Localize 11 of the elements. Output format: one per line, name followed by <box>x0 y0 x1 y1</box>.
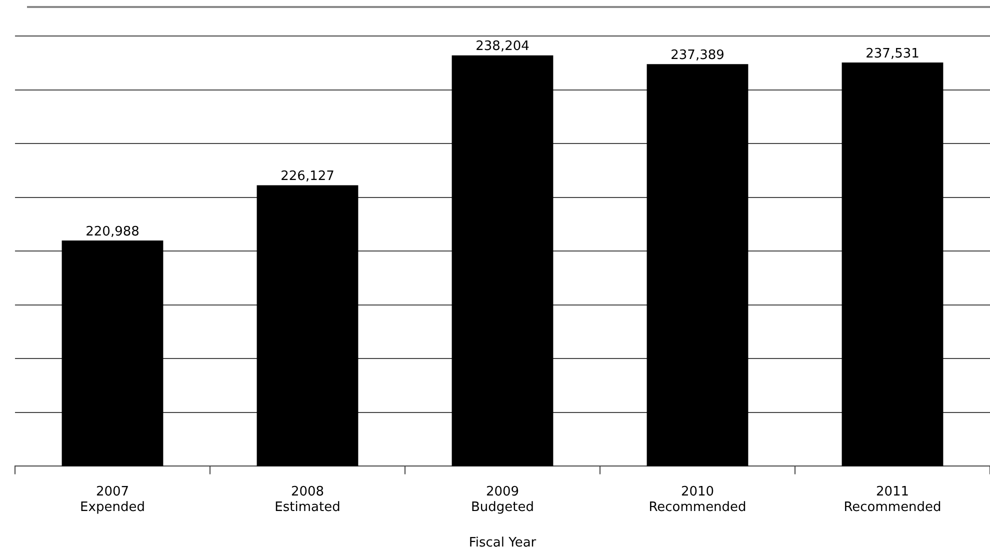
x-tick-label: 2009 Budgeted <box>470 484 534 515</box>
x-tick-label: 2011 Recommended <box>844 484 942 515</box>
data-label: 237,389 <box>670 48 724 63</box>
x-axis-title: Fiscal Year <box>468 536 537 551</box>
data-label: 226,127 <box>280 169 334 184</box>
data-label: 238,204 <box>476 39 530 54</box>
x-tick-label: 2008 Estimated <box>274 484 340 515</box>
x-tick-label: 2010 Recommended <box>648 484 746 515</box>
data-label: 220,988 <box>86 224 140 240</box>
x-tick-label: 2007 Expended <box>80 484 145 515</box>
data-label: 237,531 <box>866 46 920 62</box>
